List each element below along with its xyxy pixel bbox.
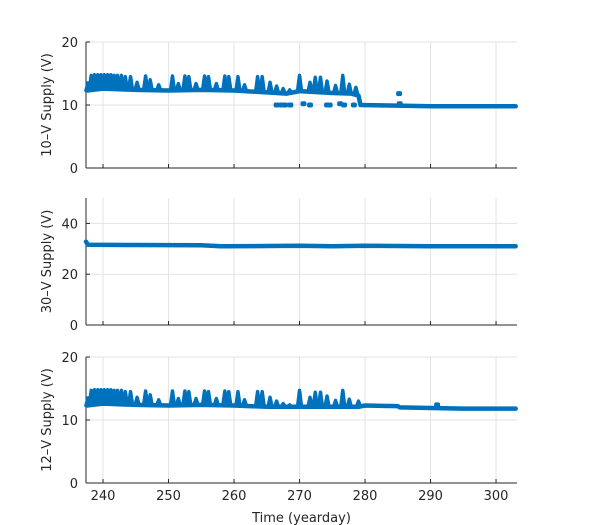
y-axis-label: 10–V Supply (V) — [40, 53, 55, 157]
data-spike — [204, 389, 213, 407]
data-spike — [352, 85, 360, 97]
data-spike — [285, 403, 294, 409]
data-spike — [258, 74, 266, 94]
data-spike — [266, 80, 274, 95]
series-line — [83, 239, 518, 249]
data-spike — [154, 398, 163, 408]
data-spike — [192, 396, 200, 407]
y-tick-label: 10 — [61, 99, 78, 114]
data-point — [350, 102, 357, 108]
data-spike — [185, 389, 193, 407]
data-point — [326, 102, 333, 108]
data-spike — [225, 74, 233, 93]
data-spike — [133, 80, 141, 92]
data-spike — [306, 80, 314, 94]
y-tick-label: 40 — [61, 217, 78, 232]
data-spike — [323, 79, 331, 95]
data-spike — [121, 389, 130, 407]
data-spike — [316, 390, 325, 409]
data-spike — [121, 74, 130, 92]
data-spike — [295, 73, 304, 93]
y-tick-label: 20 — [61, 268, 78, 283]
data-spike — [316, 75, 325, 95]
subplot-2: 0 20 40 30–V Supply (V) — [40, 198, 518, 334]
data-spike — [212, 81, 221, 92]
data-spike — [295, 388, 304, 409]
data-spike — [204, 74, 213, 92]
data-spike — [234, 389, 242, 408]
data-spike — [258, 389, 266, 409]
data-point — [273, 102, 280, 108]
data-spike — [146, 393, 154, 407]
data-point — [396, 91, 403, 97]
data-spike — [253, 389, 262, 409]
data-spike — [306, 395, 314, 409]
data-spike — [146, 78, 154, 92]
data-spike — [212, 396, 221, 407]
data-spike — [345, 397, 354, 409]
data-spike — [279, 401, 287, 409]
y-tick-label: 20 — [61, 351, 78, 366]
data-spike — [126, 74, 135, 92]
data-spike — [354, 399, 363, 409]
data-spike — [192, 81, 200, 92]
data-point — [396, 101, 403, 107]
subplot-1: 0 10 20 10–V Supply (V) — [40, 36, 518, 177]
x-tick-label: 240 — [91, 489, 116, 504]
y-tick-label: 0 — [70, 162, 78, 177]
data-point — [307, 102, 314, 108]
x-tick-label: 280 — [353, 489, 378, 504]
y-tick-label: 20 — [61, 36, 78, 51]
data-spike — [339, 73, 347, 96]
data-spike — [225, 389, 233, 408]
data-spike — [323, 394, 331, 409]
data-spike — [311, 390, 320, 409]
data-spike — [339, 388, 347, 409]
subplot-3: 240 250 260 270 280 290 300 0 10 20 12–V Supply (V… — [40, 351, 518, 525]
data-spike — [141, 74, 150, 92]
data-spike — [311, 75, 320, 94]
data-spike — [154, 83, 163, 93]
data-point — [341, 102, 348, 108]
y-axis-label: 12–V Supply (V) — [40, 368, 55, 472]
data-spike — [174, 81, 183, 93]
x-tick-label: 270 — [287, 489, 312, 504]
y-tick-label: 0 — [70, 319, 78, 334]
data-point — [300, 101, 307, 107]
data-spike — [272, 84, 281, 95]
x-tick-label: 300 — [484, 489, 509, 504]
data-spike — [126, 389, 135, 407]
data-spike — [174, 396, 183, 408]
data-spike — [168, 389, 177, 408]
x-axis-label: Time (yearday) — [251, 511, 351, 525]
data-spike — [272, 399, 281, 409]
data-spike — [240, 83, 249, 93]
y-tick-label: 10 — [61, 414, 78, 429]
data-spike — [240, 398, 249, 408]
data-point — [434, 402, 441, 408]
data-spike — [345, 82, 354, 96]
data-spike — [279, 86, 287, 96]
x-tick-label: 260 — [222, 489, 247, 504]
data-spike — [168, 74, 177, 93]
data-spike — [141, 389, 150, 407]
data-spike — [133, 395, 141, 407]
data-spike — [253, 74, 262, 94]
data-spike — [285, 88, 294, 95]
x-tick-label: 250 — [156, 489, 181, 504]
data-spike — [185, 74, 193, 92]
data-point — [282, 102, 289, 108]
data-spike — [234, 74, 242, 93]
data-point — [287, 102, 294, 108]
data-spike — [331, 398, 340, 409]
y-tick-label: 0 — [70, 477, 78, 492]
data-spike — [266, 395, 274, 409]
x-tick-label: 290 — [418, 489, 443, 504]
data-spike — [331, 83, 340, 95]
y-axis-label: 30–V Supply (V) — [40, 210, 55, 314]
